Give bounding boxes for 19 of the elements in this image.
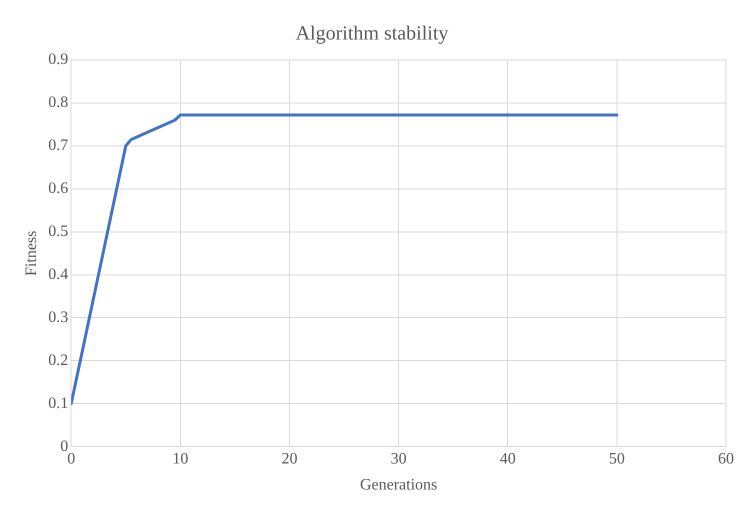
y-tick-label: 0.2 <box>48 352 68 369</box>
y-axis-title: Fitness <box>22 230 40 276</box>
x-tick-label: 20 <box>281 450 298 468</box>
y-tick-label: 0.1 <box>48 394 68 412</box>
y-tick-label: 0.6 <box>48 180 68 198</box>
x-tick-label: 60 <box>718 450 734 468</box>
y-tick-label: 0.7 <box>48 137 68 154</box>
y-tick-label: 0 <box>60 438 68 455</box>
y-tick-label: 0.9 <box>48 51 68 68</box>
x-tick-label: 40 <box>500 450 516 468</box>
y-tick-label: 0.4 <box>48 266 68 283</box>
x-axis-title: Generations <box>360 476 438 494</box>
x-tick-label: 50 <box>608 450 625 468</box>
chart-title: Algorithm stability <box>296 22 448 44</box>
y-tick-label: 0.3 <box>48 308 68 326</box>
y-tick-label: 0.8 <box>48 94 68 112</box>
x-tick-label: 10 <box>172 450 188 468</box>
y-tick-label: 0.5 <box>48 223 68 240</box>
x-tick-label: 30 <box>390 450 407 468</box>
